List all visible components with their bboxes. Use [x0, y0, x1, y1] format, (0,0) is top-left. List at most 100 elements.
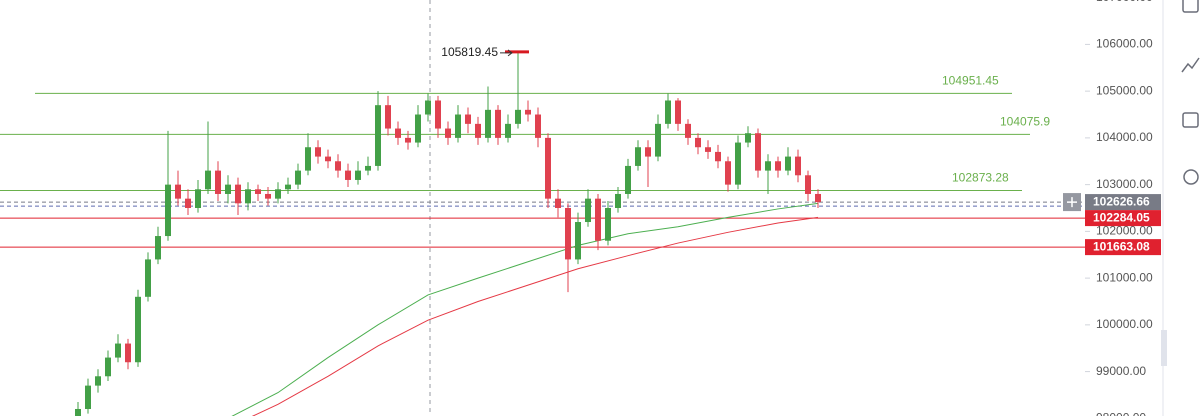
plot-area: 104951.45 104075.9 102873.28 105819.45	[0, 45, 1085, 416]
candle-body	[505, 123, 511, 138]
candle-body	[805, 175, 811, 194]
candle-body	[675, 100, 681, 124]
icon-trend[interactable]	[1181, 57, 1200, 73]
candle-body	[165, 184, 171, 237]
candle-body	[765, 161, 771, 171]
candle-body	[315, 147, 321, 157]
candle-body	[245, 189, 251, 204]
candle-body	[445, 128, 451, 138]
candle-body	[95, 376, 101, 386]
candle-body	[685, 123, 691, 138]
y-tick-label: 106000.00	[1096, 37, 1153, 51]
candle-body	[145, 259, 151, 297]
candle-body	[815, 193, 821, 203]
candle-body	[325, 156, 331, 162]
candle-body	[525, 109, 531, 115]
candle-body	[185, 198, 191, 208]
y-tick-label: 101000.00	[1096, 270, 1153, 284]
axis-layer: 98000.00 99000.00 100000.00 101000.00 102000…	[1063, 0, 1161, 416]
candle-body	[135, 296, 141, 363]
candle-body	[535, 114, 541, 138]
icon-sync[interactable]	[1183, 169, 1199, 185]
candle-body	[735, 142, 741, 185]
level-label: 102873.28	[952, 171, 1009, 185]
candle-body	[465, 114, 471, 124]
collapse-tab[interactable]	[1161, 330, 1167, 366]
candle-body	[655, 123, 661, 157]
candle-body	[565, 208, 571, 260]
candle-body	[265, 193, 271, 199]
candle-body	[755, 133, 761, 171]
candle-body	[345, 170, 351, 180]
candle-body	[635, 147, 641, 166]
candle-body	[595, 198, 601, 241]
candle-body	[255, 189, 261, 194]
price-badge	[1085, 239, 1161, 256]
y-tick-label: 100000.00	[1096, 317, 1153, 331]
add-icon	[1067, 197, 1077, 208]
candle-body	[215, 170, 221, 194]
candle-body	[295, 170, 301, 185]
y-tick-label: 105000.00	[1096, 83, 1153, 97]
candle-body	[75, 408, 81, 416]
level-label: 104951.45	[942, 74, 999, 88]
candle-body	[125, 343, 131, 363]
candle-body	[795, 156, 801, 176]
candle-body	[455, 114, 461, 138]
candle-body	[155, 236, 161, 260]
candle-body	[545, 137, 551, 199]
y-tick-label: 99000.00	[1096, 364, 1146, 378]
candle-body	[785, 156, 791, 171]
candle-body	[405, 137, 411, 143]
moving-average	[231, 202, 819, 416]
candle-body	[515, 109, 521, 124]
high-arrow	[500, 49, 513, 57]
candle-body	[775, 161, 781, 171]
level-label: 104075.9	[1000, 115, 1050, 129]
candle-body	[575, 222, 581, 260]
candle-body	[425, 100, 431, 115]
candle-body	[85, 385, 91, 409]
y-tick-label: 102000.00	[1096, 224, 1153, 238]
candle-body	[415, 114, 421, 143]
candle-body	[725, 161, 731, 185]
candle-body	[695, 137, 701, 148]
candle-body	[195, 189, 201, 208]
candle-body	[615, 193, 621, 208]
candle-body	[285, 184, 291, 190]
candle-body	[745, 133, 751, 143]
candle-body	[435, 100, 441, 129]
candle-body	[395, 128, 401, 138]
candle-body	[335, 161, 341, 171]
price-badge-label: 102626.66	[1093, 194, 1150, 208]
candle-body	[365, 165, 371, 171]
candle-body	[275, 189, 281, 199]
candle-body	[625, 165, 631, 194]
sidebar	[1161, 0, 1200, 366]
y-tick-label: 98000.00	[1096, 411, 1146, 416]
candle-body	[105, 357, 111, 377]
candle-body	[375, 105, 381, 166]
price-badge-label: 102284.05	[1093, 210, 1150, 224]
price-badge-label: 101663.08	[1093, 239, 1150, 253]
candle-body	[715, 151, 721, 162]
candle-body	[485, 109, 491, 138]
candle-body	[305, 147, 311, 171]
candle-body	[555, 198, 561, 208]
y-tick-label: 104000.00	[1096, 130, 1153, 144]
icon-dollar[interactable]	[1182, 0, 1199, 13]
candle-body	[475, 123, 481, 138]
moving-average	[251, 216, 819, 416]
candle-body	[645, 147, 651, 157]
icon-stats[interactable]	[1182, 112, 1199, 128]
high-label: 105819.45	[441, 45, 498, 59]
y-tick-label: 103000.00	[1096, 177, 1153, 191]
price-badge	[1085, 194, 1161, 211]
candle-body	[585, 198, 591, 223]
candle-body	[355, 170, 361, 180]
candle-body	[495, 109, 501, 138]
candle-body	[175, 184, 181, 199]
candle-body	[605, 208, 611, 241]
